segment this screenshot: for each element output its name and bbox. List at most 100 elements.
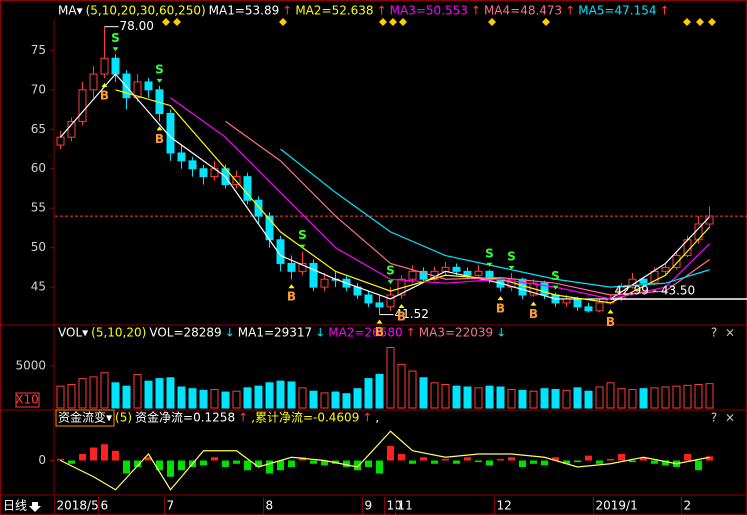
- flow-bar: [585, 455, 592, 461]
- candle-body: [408, 270, 417, 280]
- candle-body: [199, 168, 208, 178]
- volume-bar: [496, 386, 505, 409]
- header-text: ,: [375, 411, 379, 425]
- flow-bar: [321, 460, 328, 466]
- header-text: ↓: [225, 326, 235, 340]
- volume-bar: [243, 387, 252, 409]
- candle-body: [89, 73, 98, 91]
- x-tick-label: 2019/1: [596, 499, 638, 513]
- panel-control: ×: [725, 326, 735, 340]
- flow-bar: [563, 460, 570, 464]
- volume-bar: [298, 387, 307, 409]
- flow-bar: [464, 457, 471, 461]
- volume-bar: [67, 383, 76, 409]
- candle-body: [133, 81, 142, 99]
- candle-body: [463, 270, 472, 276]
- volume-bar: [529, 390, 538, 409]
- flow-bar: [596, 460, 603, 464]
- period-arrow: [29, 502, 41, 512]
- volume-bar: [683, 384, 692, 409]
- volume-bar: [408, 370, 417, 409]
- signal-label: B: [100, 88, 109, 102]
- event-diamond: [488, 18, 496, 26]
- volume-bar: [672, 385, 681, 409]
- signal-label: B: [155, 132, 164, 146]
- volume-bar: [397, 363, 406, 409]
- event-diamond: [162, 18, 170, 26]
- candle-body: [386, 294, 395, 308]
- header-text: MA2=52.638: [295, 4, 373, 18]
- candle-body: [188, 160, 197, 170]
- x-tick-label: 2018/5: [57, 499, 99, 513]
- header-text: ,累计净流=-0.4609: [251, 411, 359, 425]
- signal-label: B: [375, 325, 384, 339]
- flow-bar: [134, 460, 141, 467]
- volume-bar: [78, 378, 87, 409]
- signal-arrow: [486, 262, 493, 267]
- candle-body: [672, 255, 681, 268]
- volume-bar: [144, 380, 153, 409]
- y-tick-label: 5000: [15, 359, 46, 373]
- volume-bar: [342, 393, 351, 409]
- panel-control: ?: [711, 326, 717, 340]
- volume-bar: [254, 385, 263, 409]
- flow-bar: [288, 460, 295, 467]
- volume-bar: [199, 389, 208, 409]
- header-text: 资金流变▾: [58, 410, 112, 425]
- signal-arrow: [156, 126, 163, 131]
- volume-bar: [166, 377, 175, 409]
- volume-bar: [353, 388, 362, 409]
- flow-bar: [145, 457, 152, 461]
- ma-line: [170, 97, 710, 300]
- flow-bar: [233, 460, 240, 464]
- signal-arrow: [288, 284, 295, 289]
- header-text: (5,10,20,30,60,250): [86, 4, 206, 18]
- signal-arrow: [607, 309, 614, 314]
- x-tick-label: 8: [266, 499, 274, 513]
- volume-bar: [276, 380, 285, 409]
- signal-label: B: [529, 307, 538, 321]
- volume-bar: [705, 383, 714, 409]
- volume-bar: [485, 385, 494, 409]
- candle-body: [254, 199, 263, 217]
- candle-body: [276, 239, 285, 264]
- signal-label: B: [397, 309, 406, 323]
- event-diamond: [708, 18, 716, 26]
- candle-body: [177, 152, 186, 162]
- flow-bar: [277, 460, 284, 471]
- signal-arrow: [387, 280, 394, 285]
- header-text: MA2=26580: [328, 326, 402, 340]
- flow-bar: [695, 460, 702, 471]
- flow-bar: [607, 458, 614, 461]
- header-text: MA1=29317: [238, 326, 312, 340]
- signal-label: S: [111, 31, 120, 45]
- flow-bar: [398, 454, 405, 461]
- header-text: ↑: [377, 4, 387, 18]
- candle-body: [298, 262, 307, 272]
- candle-body: [364, 294, 373, 304]
- event-diamond: [683, 18, 691, 26]
- event-diamond: [379, 18, 387, 26]
- candle-body: [320, 278, 329, 288]
- header-text: MA▾: [58, 4, 83, 18]
- flow-bar: [57, 458, 64, 461]
- event-diamond: [399, 18, 407, 26]
- volume-bar: [639, 388, 648, 409]
- flow-bar: [508, 457, 515, 461]
- volume-bar: [606, 382, 615, 409]
- candle-body: [375, 302, 384, 308]
- header-text: ↑: [362, 411, 372, 425]
- volume-bar: [133, 373, 142, 409]
- x-tick-label: 11: [398, 499, 413, 513]
- candle-body: [639, 278, 648, 284]
- candle-body: [287, 262, 296, 272]
- flow-bar: [486, 460, 493, 466]
- flow-bar: [684, 454, 691, 461]
- candle-body: [166, 112, 175, 154]
- x-tick-label: 9: [365, 499, 373, 513]
- y-tick-label: 60: [31, 161, 46, 175]
- flow-bar: [255, 460, 262, 467]
- candle-body: [474, 270, 483, 276]
- header-text: MA4=48.473: [484, 4, 562, 18]
- header-text: ↓: [496, 326, 506, 340]
